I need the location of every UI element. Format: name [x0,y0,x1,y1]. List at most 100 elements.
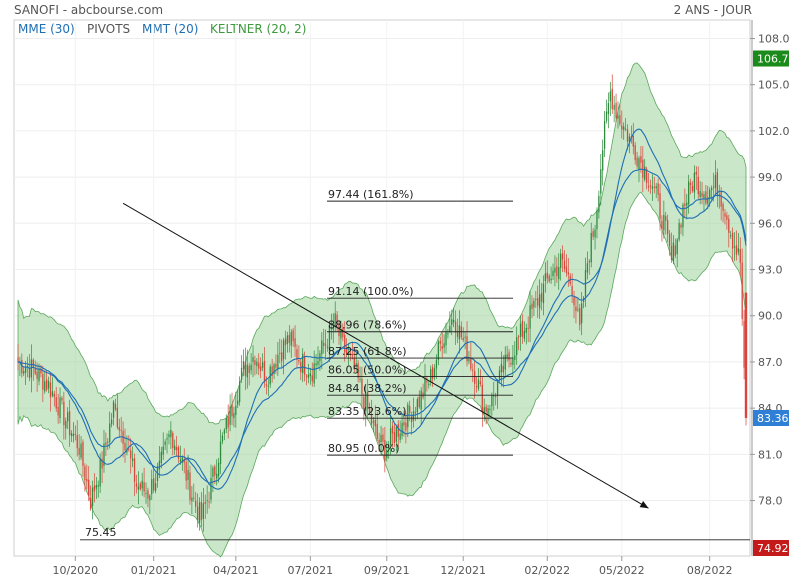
candle-body [514,355,516,360]
candle-body [246,364,248,378]
candle-body [426,381,428,383]
candle-body [103,443,105,466]
candle-body [672,242,675,262]
candle-body-last [744,292,748,418]
x-tick-label: 04/2021 [213,564,259,577]
candle-body [707,197,709,204]
candle-body [529,305,531,329]
candle-body [59,397,61,419]
support-label: 75.45 [85,526,117,539]
candle-body [112,401,115,418]
candle-body [563,260,566,269]
candle-body [550,278,552,281]
candle-body [655,186,657,189]
candle-body [560,253,562,269]
candle-body [88,479,90,496]
candle-body [510,362,512,365]
candle-body [344,334,346,353]
candle-body [521,320,524,337]
candle-body [76,435,78,449]
candle-body [506,354,508,358]
candle-body [55,397,57,409]
candle-body [193,497,195,499]
legend-keltner[interactable]: KELTNER (20, 2) [210,22,306,36]
candles [17,74,748,532]
candle-body [735,245,738,255]
candle-body [225,418,227,430]
candle-body [135,483,138,487]
candle-body [705,191,707,204]
candle-body [697,176,699,195]
candle-body [206,500,208,502]
candle-body [265,384,268,386]
candle-body [89,498,92,510]
candle-body [237,400,239,405]
candle-body [53,393,55,397]
candle-body [386,449,388,459]
candle-body [233,413,235,418]
candle-body [716,172,718,195]
legend-mme[interactable]: MME (30) [18,22,75,36]
candle-body [525,327,527,333]
candle-body [691,185,694,192]
candle-body [324,344,327,346]
candle-body [575,306,577,312]
candle-body [531,303,533,309]
x-tick-label: 10/2020 [52,564,98,577]
candle-body [391,426,394,434]
candle-body [508,352,510,361]
candle-body [286,335,289,345]
candle-body [500,363,503,373]
candle-body [86,478,88,482]
candle-body [258,362,260,369]
candle-body [34,367,36,374]
y-tick-label: 93.0 [758,264,783,277]
candle-body [388,444,390,449]
candle-body [470,357,472,369]
candle-body [328,325,331,351]
top-price-badge-text: 106.7 [757,53,789,66]
candle-body [640,156,642,163]
candle-body [290,332,292,346]
candle-body [592,231,594,237]
candle-body [78,447,80,455]
period-label[interactable]: 2 ANS - JOUR [674,3,752,17]
candle-body [68,410,71,436]
candle-body [571,286,573,296]
candle-body [355,363,357,366]
candle-body [95,484,97,489]
candle-body [72,433,75,437]
candle-body [647,186,650,188]
candle-body [244,361,247,376]
candle-body [424,378,426,396]
candle-body [548,275,550,282]
y-tick-label: 96.0 [758,217,783,230]
candle-body [414,412,417,414]
candle-body [147,490,149,499]
candle-body [399,433,401,440]
candle-body [523,330,526,339]
y-tick-label: 78.0 [758,495,783,508]
candle-body [342,328,344,338]
candle-body [538,294,541,309]
candle-body [600,169,602,194]
candle-body [714,175,717,189]
candle-body [114,403,117,410]
y-tick-label: 81.0 [758,448,783,461]
candle-body [624,128,627,130]
candle-body [311,375,313,382]
candle-body [288,334,290,343]
low-price-badge-box [753,539,789,556]
legend-mmt[interactable]: MMT (20) [142,22,198,36]
candle-body [420,390,422,410]
candle-body [376,423,378,439]
candle-body [191,497,193,502]
candle-body [737,248,740,253]
candle-body [613,104,615,110]
candle-body [512,357,514,365]
candle-body [252,357,254,363]
candle-body [611,88,613,110]
legend-pivots[interactable]: PIVOTS [87,22,130,36]
candle-body [74,433,76,435]
candle-body [428,383,430,385]
